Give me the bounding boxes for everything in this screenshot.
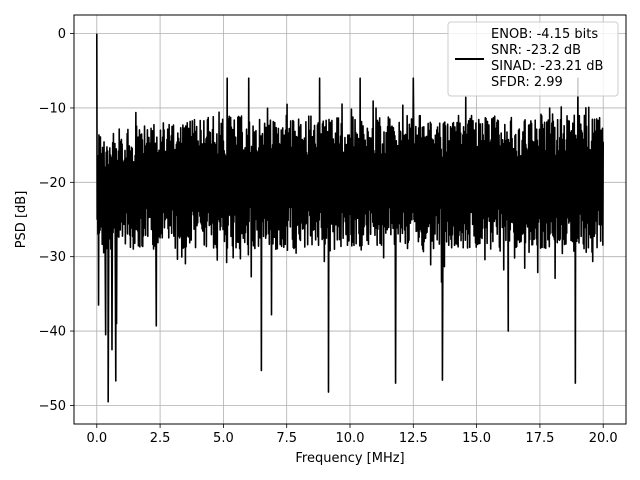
- legend-line-sinad: SINAD: -23.21 dB: [491, 59, 603, 74]
- x-axis-label: Frequency [MHz]: [295, 451, 404, 466]
- y-axis-label: PSD [dB]: [14, 191, 29, 249]
- y-tick-label-4: −40: [39, 325, 66, 340]
- legend-line-sfdr: SFDR: 2.99: [491, 75, 563, 90]
- x-tick-label-7: 17.5: [525, 431, 554, 446]
- y-axis-ticks: 0 −10 −20 −30 −40 −50: [39, 27, 74, 414]
- y-tick-label-1: −10: [39, 101, 66, 116]
- y-tick-label-3: −30: [39, 250, 66, 265]
- x-tick-label-3: 7.5: [276, 431, 297, 446]
- x-tick-label-5: 12.5: [399, 431, 428, 446]
- psd-series-line: [95, 33, 605, 403]
- y-tick-label-5: −50: [39, 399, 66, 414]
- series-layer: [95, 33, 605, 403]
- x-tick-label-1: 2.5: [150, 431, 171, 446]
- x-tick-label-0: 0.0: [86, 431, 107, 446]
- x-tick-label-6: 15.0: [462, 431, 491, 446]
- legend-line-snr: SNR: -23.2 dB: [491, 43, 581, 58]
- x-tick-label-4: 10.0: [336, 431, 365, 446]
- legend-box: [447, 21, 619, 97]
- x-tick-label-2: 5.0: [213, 431, 234, 446]
- legend: ENOB: -4.15 bits SNR: -23.2 dB SINAD: -2…: [447, 21, 619, 97]
- x-tick-label-8: 20.0: [589, 431, 618, 446]
- y-tick-label-0: 0: [58, 27, 66, 42]
- y-tick-label-2: −20: [39, 176, 66, 191]
- legend-line-enob: ENOB: -4.15 bits: [491, 27, 598, 42]
- x-axis-ticks: 0.0 2.5 5.0 7.5 10.0 12.5 15.0 17.5 20.0: [86, 424, 618, 446]
